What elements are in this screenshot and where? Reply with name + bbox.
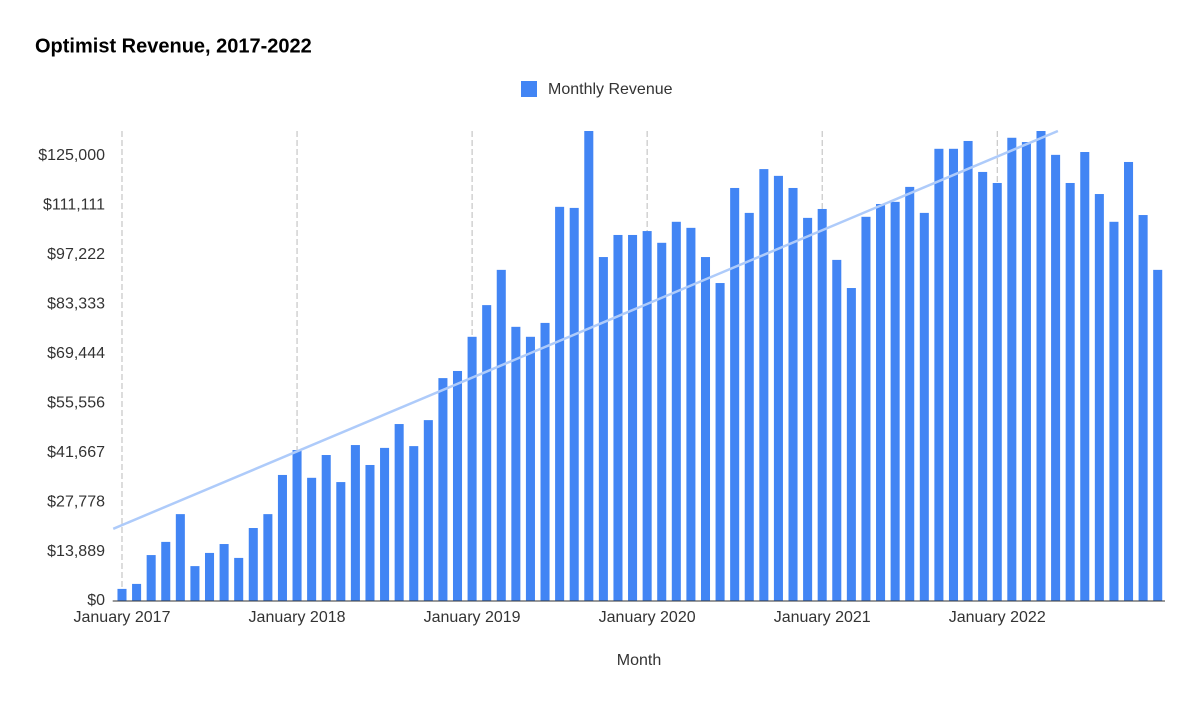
- bar: [686, 227, 696, 601]
- bar: [905, 186, 915, 601]
- bar: [569, 207, 579, 601]
- bar: [1094, 194, 1104, 602]
- y-tick-label: $69,444: [47, 345, 105, 362]
- bar: [1036, 131, 1046, 601]
- bar: [161, 541, 171, 601]
- bar: [452, 370, 463, 601]
- bar: [234, 557, 244, 601]
- x-axis-label: Month: [617, 652, 661, 669]
- y-tick-label: $83,333: [47, 296, 105, 313]
- y-tick-label: $55,556: [47, 394, 105, 411]
- bar: [263, 514, 273, 601]
- bar: [423, 420, 433, 601]
- bar: [380, 447, 390, 601]
- bar: [292, 450, 302, 601]
- bar: [1109, 221, 1119, 601]
- bar: [132, 583, 142, 601]
- bar: [365, 464, 375, 601]
- bar: [1138, 215, 1148, 601]
- bar: [540, 322, 550, 601]
- bar: [277, 474, 287, 601]
- bar: [861, 216, 871, 601]
- bar: [992, 182, 1002, 601]
- bar: [700, 257, 711, 601]
- bar: [307, 477, 317, 601]
- bar: [628, 234, 638, 601]
- x-tick-label: January 2019: [424, 609, 521, 626]
- bar: [336, 482, 346, 601]
- bar: [948, 148, 959, 601]
- bar: [846, 288, 856, 601]
- y-tick-label: $41,667: [47, 444, 105, 461]
- bar: [555, 206, 565, 601]
- legend-swatch: [521, 81, 537, 97]
- bar: [496, 269, 506, 601]
- y-tick-label: $27,778: [47, 493, 105, 510]
- bar: [934, 148, 944, 601]
- bar: [963, 140, 973, 601]
- bar: [803, 217, 813, 601]
- bar: [467, 336, 477, 601]
- bar: [146, 555, 156, 601]
- x-tick-label: January 2021: [774, 609, 871, 626]
- bar: [759, 169, 769, 601]
- bar: [438, 378, 448, 601]
- bar: [394, 424, 404, 601]
- bar: [204, 552, 215, 601]
- y-tick-label: $125,000: [38, 147, 105, 164]
- y-tick-label: $13,889: [47, 543, 105, 560]
- bar: [832, 259, 842, 601]
- bar: [1080, 152, 1090, 601]
- chart-title: Optimist Revenue, 2017-2022: [35, 35, 312, 57]
- x-tick-label: January 2018: [249, 609, 346, 626]
- bar: [1124, 161, 1134, 601]
- bar: [117, 588, 127, 601]
- bar: [919, 212, 929, 602]
- bar: [409, 446, 419, 601]
- bar: [744, 212, 754, 602]
- bar: [482, 305, 492, 601]
- bar: [657, 242, 667, 601]
- bar: [671, 221, 681, 601]
- y-tick-label: $97,222: [47, 246, 105, 263]
- bar: [642, 231, 652, 601]
- bar: [525, 336, 535, 601]
- bar: [1021, 142, 1031, 601]
- x-tick-label: January 2017: [74, 609, 171, 626]
- bar: [598, 257, 608, 601]
- bar: [715, 283, 725, 601]
- bar: [584, 131, 594, 601]
- y-tick-label: $0: [87, 592, 105, 609]
- legend-label: Monthly Revenue: [548, 81, 673, 98]
- bar: [321, 455, 331, 601]
- bar: [876, 203, 886, 601]
- bar: [248, 528, 258, 601]
- bar: [1051, 154, 1061, 601]
- bar: [219, 544, 229, 601]
- trendline: [112, 129, 1059, 530]
- bar: [350, 445, 360, 601]
- bar: [511, 326, 521, 601]
- bar: [613, 234, 623, 601]
- bar: [190, 566, 200, 601]
- bar: [175, 514, 185, 601]
- bar: [773, 175, 783, 601]
- y-tick-label: $111,111: [43, 197, 105, 214]
- bar: [1007, 137, 1017, 602]
- bar: [1153, 269, 1163, 601]
- bar: [1065, 182, 1075, 601]
- bar: [788, 187, 798, 601]
- x-tick-label: January 2020: [599, 609, 696, 626]
- bar: [730, 187, 740, 601]
- bar: [817, 208, 827, 601]
- bar: [978, 171, 988, 602]
- bar: [890, 201, 900, 601]
- x-tick-label: January 2022: [949, 609, 1046, 626]
